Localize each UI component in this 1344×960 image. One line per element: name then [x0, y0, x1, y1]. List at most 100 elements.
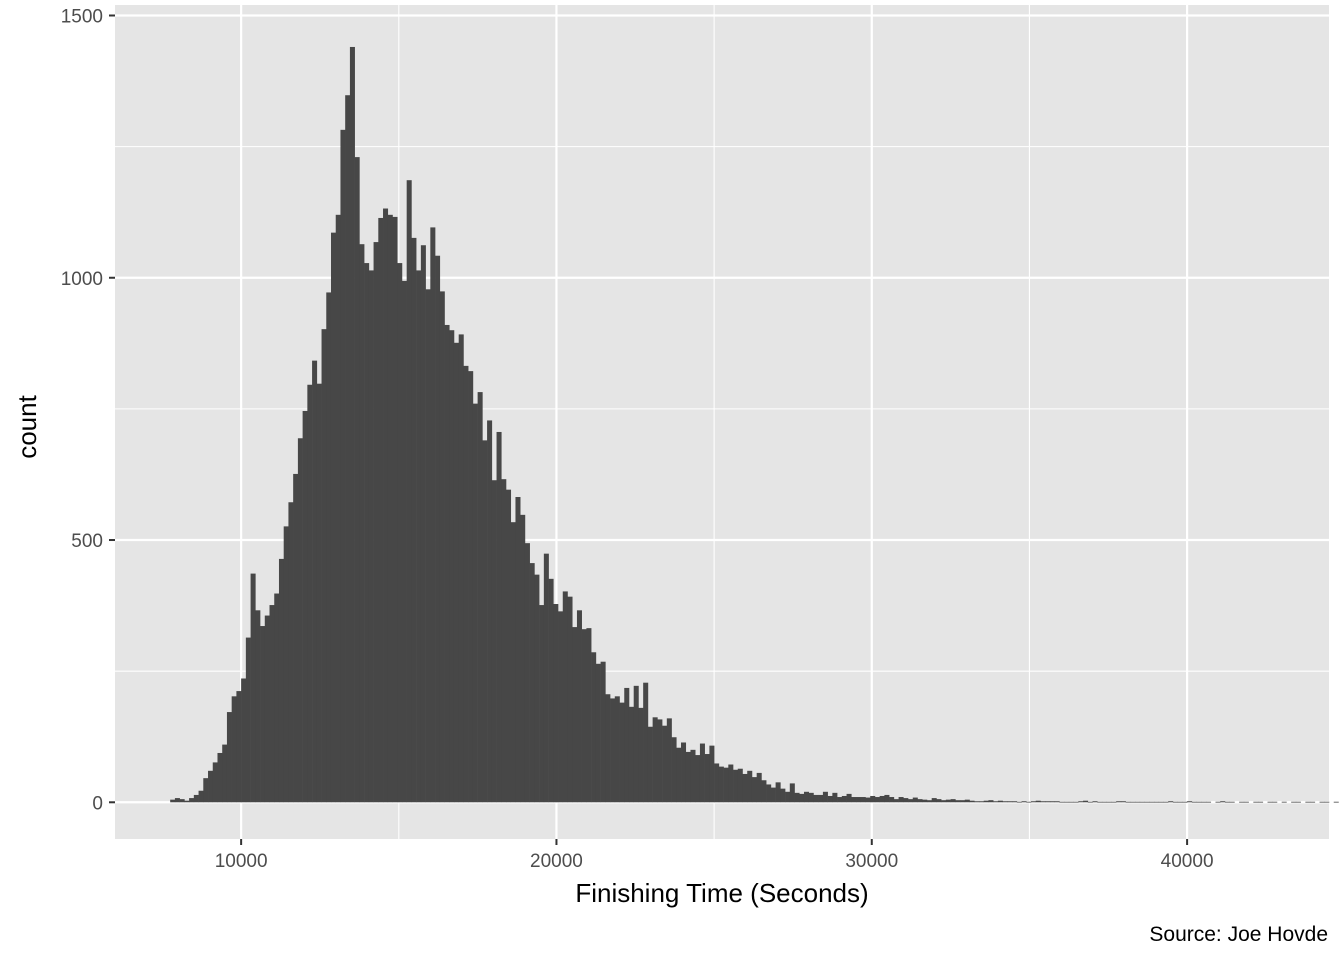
histogram-bar [416, 270, 422, 803]
histogram-bar [922, 799, 928, 803]
histogram-bar [628, 706, 635, 803]
x-tick-label: 10000 [215, 851, 268, 872]
histogram-bar [524, 543, 530, 803]
y-axis: 0 500 1000 1500 [61, 6, 115, 814]
histogram-bar [931, 798, 937, 803]
histogram-bar [879, 795, 885, 803]
histogram-bar [397, 263, 403, 803]
histogram-bar [501, 479, 507, 803]
histogram-bar [458, 334, 464, 803]
histogram-bar [1049, 801, 1055, 803]
histogram-bar [1191, 801, 1197, 803]
histogram-bar [1333, 801, 1339, 803]
x-tick-label: 20000 [530, 851, 583, 872]
histogram-bar [718, 766, 724, 803]
histogram-bar [818, 794, 824, 803]
histogram-bar [728, 764, 734, 803]
histogram-bar [898, 797, 904, 803]
histogram-bar [1291, 801, 1297, 803]
histogram-bar [212, 762, 218, 803]
y-tick-label: 1500 [61, 6, 103, 27]
histogram-bar [685, 751, 691, 803]
histogram-bar [870, 795, 876, 803]
histogram-bar [789, 783, 795, 803]
histogram-bar [406, 180, 412, 803]
histogram-bar [960, 800, 966, 803]
histogram-bar [827, 795, 833, 803]
histogram-bar [586, 628, 592, 803]
histogram-bar [307, 384, 313, 803]
histogram-bar [1083, 800, 1089, 803]
histogram-bar [657, 719, 663, 803]
histogram-bar [695, 755, 701, 803]
histogram-bar [335, 214, 341, 803]
histogram-bar [993, 801, 999, 803]
histogram-bar [534, 574, 540, 803]
histogram-bar [1035, 800, 1041, 803]
histogram-bar [1243, 801, 1249, 803]
histogram-bar [662, 725, 668, 803]
histogram-bar [349, 46, 355, 803]
x-axis: 10000 20000 30000 40000 [215, 839, 1214, 872]
histogram-bar [1224, 801, 1230, 803]
histogram-bar [770, 787, 776, 803]
histogram-bar [1101, 801, 1107, 803]
histogram-bar [846, 793, 852, 803]
histogram-bar [430, 227, 436, 803]
histogram-bar [889, 797, 895, 803]
histogram-bar [241, 678, 247, 803]
histogram-bar [699, 743, 705, 803]
histogram-bar [1158, 801, 1164, 803]
histogram-bar [193, 794, 199, 803]
histogram-bar [936, 799, 942, 803]
histogram-bar [491, 480, 497, 803]
histogram-bar [1196, 801, 1202, 803]
histogram-bar [874, 797, 880, 803]
histogram-bar [704, 754, 710, 803]
histogram-bar [435, 255, 441, 803]
histogram-bar [326, 292, 332, 803]
histogram-bar [1106, 801, 1112, 803]
histogram-bar [1229, 801, 1235, 803]
histogram-bar [983, 800, 989, 803]
histogram-bar [558, 611, 564, 803]
histogram-bar [236, 691, 242, 803]
histogram-bar [926, 800, 932, 803]
histogram-bar [733, 769, 739, 803]
histogram-bar [278, 558, 284, 803]
histogram-bar [600, 661, 606, 803]
histogram-bar [567, 596, 573, 803]
histogram-bar [449, 330, 455, 803]
histogram-bar [472, 403, 478, 803]
y-axis-title: count [12, 394, 42, 458]
histogram-bar [312, 360, 318, 803]
histogram-bar [1182, 801, 1188, 803]
histogram-bar [643, 682, 649, 803]
histogram-bar [477, 392, 483, 803]
histogram-bar [1040, 801, 1046, 803]
histogram-bar [217, 752, 223, 803]
histogram-bar [1068, 801, 1074, 803]
y-tick-label: 500 [71, 531, 103, 552]
histogram-bar [709, 745, 715, 803]
histogram-bar [1111, 801, 1117, 803]
histogram-bar [189, 798, 195, 803]
histogram-bar [1026, 801, 1032, 803]
histogram-bar [742, 773, 748, 803]
histogram-bar [638, 707, 644, 803]
histogram-bar [988, 800, 994, 803]
histogram-bar [562, 591, 568, 803]
histogram-bar [378, 217, 384, 803]
histogram-bar [543, 553, 549, 803]
histogram-bar [264, 615, 270, 803]
histogram-bar [751, 777, 757, 803]
histogram-bar [619, 702, 625, 803]
histogram-bar [841, 795, 847, 803]
histogram-bar [359, 244, 365, 803]
histogram-bar [761, 780, 767, 803]
histogram-bar [222, 744, 228, 803]
histogram-bar [174, 798, 180, 803]
histogram-bar [444, 324, 450, 803]
histogram-bar [903, 798, 909, 803]
histogram-bar [865, 797, 871, 803]
